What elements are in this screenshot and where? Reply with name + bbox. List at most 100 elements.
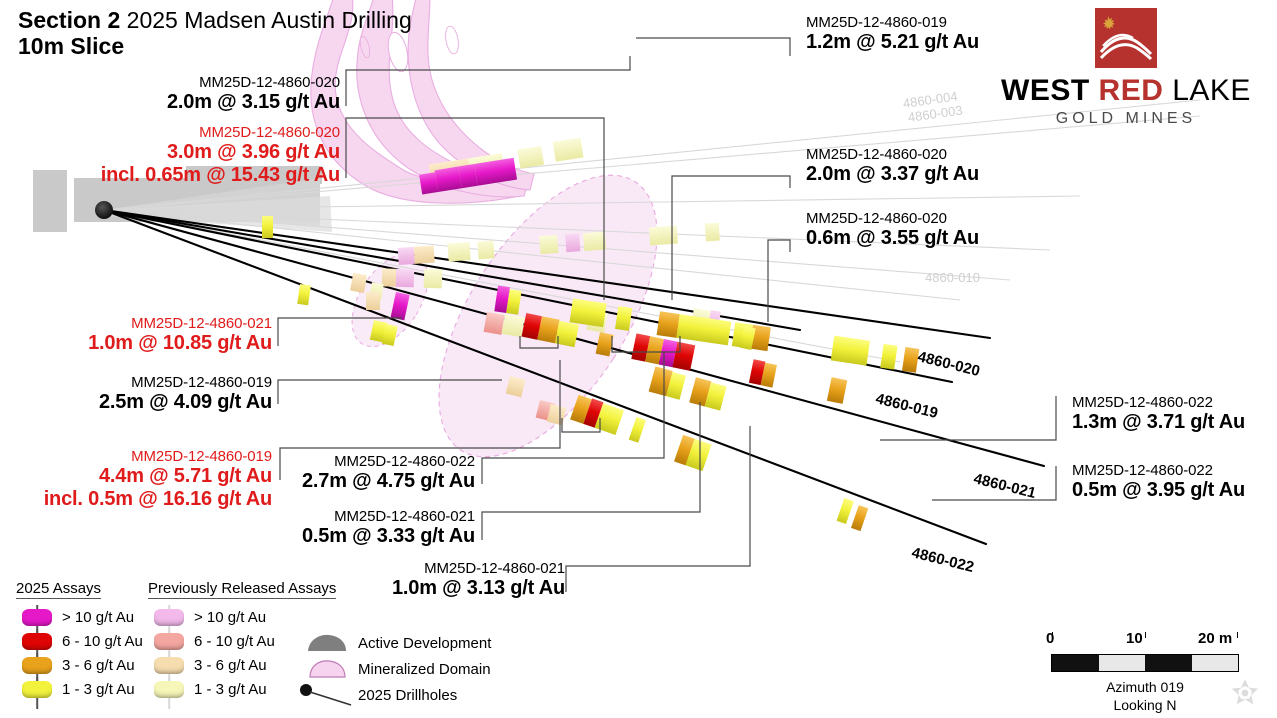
mineralized-domain-icon [296, 658, 358, 680]
legend-previous-assays: Previously Released Assays > 10 g/t Au 6 … [148, 580, 337, 709]
callout-assay-value: 2.5m @ 4.09 g/t Au [99, 391, 272, 414]
assay-callout: MM25D-12-4860-020 2.0m @ 3.15 g/t Au [10, 74, 340, 114]
callout-hole-id: MM25D-12-4860-022 [1072, 394, 1213, 411]
legend-symbol-label: 2025 Drillholes [358, 686, 458, 704]
legend-symbol-item: Mineralized Domain [296, 656, 491, 682]
azimuth-label: Azimuth 019 [1106, 679, 1184, 695]
scale-caption: Azimuth 019 Looking N [1040, 679, 1250, 714]
callout-assay-value: 1.0m @ 10.85 g/t Au [88, 332, 272, 355]
scale-bar-segments [1051, 654, 1239, 672]
assay-callout: MM25D-12-4860-022 0.5m @ 3.95 g/t Au [1072, 462, 1272, 502]
trace-4860-019 [102, 208, 954, 384]
scale-tick-20: 20 m [1198, 630, 1233, 647]
logo-west: WEST [1001, 74, 1099, 107]
active-development-icon [296, 632, 358, 654]
scale-segment [1098, 655, 1145, 671]
callout-hole-id: MM25D-12-4860-022 [334, 453, 475, 470]
callout-assay-value: 1.0m @ 3.13 g/t Au [392, 577, 565, 600]
legend-item-label: > 10 g/t Au [62, 608, 135, 626]
legend-swatch-icon [16, 604, 58, 637]
logo-mark-icon [1095, 8, 1157, 68]
legend-symbol-item: 2025 Drillholes [296, 682, 491, 708]
callout-assay-value: 4.4m @ 5.71 g/t Au [99, 465, 272, 488]
scale-ticks [1052, 632, 1238, 654]
legend-swatch-icon [148, 628, 190, 661]
legend-item: 3 - 6 g/t Au [16, 652, 143, 685]
callout-hole-id: MM25D-12-4860-019 [131, 448, 272, 465]
looking-label: Looking N [1113, 696, 1177, 713]
legend-item-label: 1 - 3 g/t Au [194, 680, 267, 698]
assay-intervals-2025 [262, 157, 920, 532]
callout-assay-included: incl. 0.5m @ 16.16 g/t Au [43, 487, 272, 510]
drillhole-trace-label: 4860-010 [925, 270, 980, 285]
callout-assay-value: 3.0m @ 3.96 g/t Au [167, 141, 340, 164]
callout-hole-id: MM25D-12-4860-019 [806, 14, 947, 31]
legend-item-label: 1 - 3 g/t Au [62, 680, 135, 698]
callout-assay-included: incl. 0.65m @ 15.43 g/t Au [100, 163, 340, 186]
legend-item-label: 6 - 10 g/t Au [62, 632, 143, 650]
assay-callout: MM25D-12-4860-020 3.0m @ 3.96 g/t Au incl.… [10, 124, 340, 187]
legend-symbol-label: Active Development [358, 634, 492, 652]
callout-assay-value: 0.5m @ 3.95 g/t Au [1072, 479, 1245, 502]
legend-symbols: Active Development Mineralized Domain 2025… [296, 630, 491, 708]
legend-swatch-icon [16, 652, 58, 685]
assay-callout: MM25D-12-4860-019 4.4m @ 5.71 g/t Au incl.… [0, 448, 272, 511]
scale-tick-0: 0 [1046, 630, 1055, 647]
scale-bar: 0 10 20 m Azimuth 019 Looking N [1040, 630, 1250, 714]
callout-hole-id: MM25D-12-4860-020 [199, 124, 340, 141]
legend-item-label: 3 - 6 g/t Au [62, 656, 135, 674]
assay-callout: MM25D-12-4860-021 1.0m @ 3.13 g/t Au [300, 560, 565, 600]
legend-heading-2025: 2025 Assays [16, 580, 102, 599]
leader-lines [277, 37, 1057, 592]
assay-callout: MM25D-12-4860-021 0.5m @ 3.33 g/t Au [210, 508, 475, 548]
title-section: Section 2 [18, 7, 121, 33]
trace-4860-022 [102, 208, 988, 546]
drillhole-symbol-icon [296, 683, 358, 707]
callout-assay-value: 2.7m @ 4.75 g/t Au [302, 470, 475, 493]
assay-callout: MM25D-12-4860-021 1.0m @ 10.85 g/t Au [0, 315, 272, 355]
callout-assay-value: 0.6m @ 3.55 g/t Au [806, 227, 979, 250]
legend-item: 3 - 6 g/t Au [148, 652, 336, 685]
title-line2: 10m Slice [18, 32, 125, 59]
scale-segment [1052, 655, 1099, 671]
scale-segment [1191, 655, 1238, 671]
callout-hole-id: MM25D-12-4860-019 [131, 374, 272, 391]
legend-heading-previous: Previously Released Assays [148, 580, 337, 599]
trace-4860-020 [102, 208, 992, 340]
scale-tick-labels: 0 10 20 m [1040, 630, 1250, 648]
legend-item: 6 - 10 g/t Au [148, 628, 336, 661]
legend-item-label: 6 - 10 g/t Au [194, 632, 275, 650]
callout-hole-id: MM25D-12-4860-020 [806, 210, 947, 227]
callout-assay-value: 2.0m @ 3.37 g/t Au [806, 163, 979, 186]
callout-hole-id: MM25D-12-4860-020 [806, 146, 947, 163]
legend-swatch-icon [16, 676, 58, 709]
legend-swatch-icon [148, 604, 190, 637]
trace-extra-a [102, 208, 802, 332]
legend-symbol-label: Mineralized Domain [358, 660, 491, 678]
legend-swatch-icon [148, 676, 190, 709]
legend-item: 6 - 10 g/t Au [16, 628, 143, 661]
legend-item-label: 3 - 6 g/t Au [194, 656, 267, 674]
callout-hole-id: MM25D-12-4860-022 [1072, 462, 1213, 479]
mineralized-domain-band [310, 0, 535, 204]
assay-callout: MM25D-12-4860-020 2.0m @ 3.37 g/t Au [806, 146, 1136, 186]
legend-swatch-icon [148, 652, 190, 685]
callout-assay-value: 1.2m @ 5.21 g/t Au [806, 31, 979, 54]
logo-lake: LAKE [1163, 74, 1251, 107]
callout-hole-id: MM25D-12-4860-021 [334, 508, 475, 525]
callout-assay-value: 2.0m @ 3.15 g/t Au [167, 91, 340, 114]
callout-assay-value: 0.5m @ 3.33 g/t Au [302, 525, 475, 548]
assay-callout: MM25D-12-4860-020 0.6m @ 3.55 g/t Au [806, 210, 1136, 250]
callout-assay-value: 1.3m @ 3.71 g/t Au [1072, 411, 1245, 434]
logo-wordmark: WEST RED LAKE [1001, 74, 1251, 108]
callout-hole-id: MM25D-12-4860-021 [131, 315, 272, 332]
assay-callout: MM25D-12-4860-022 2.7m @ 4.75 g/t Au [210, 453, 475, 493]
legend-swatch-icon [16, 628, 58, 661]
legend-item-label: > 10 g/t Au [194, 608, 267, 626]
legend-2025-assays: 2025 Assays > 10 g/t Au 6 - 10 g/t Au 3 - … [16, 580, 143, 709]
callout-hole-id: MM25D-12-4860-021 [424, 560, 565, 577]
company-logo: WEST RED LAKE GOLD MINES [986, 8, 1266, 128]
logo-red: RED [1098, 74, 1164, 107]
logo-subtitle: GOLD MINES [1055, 110, 1197, 127]
